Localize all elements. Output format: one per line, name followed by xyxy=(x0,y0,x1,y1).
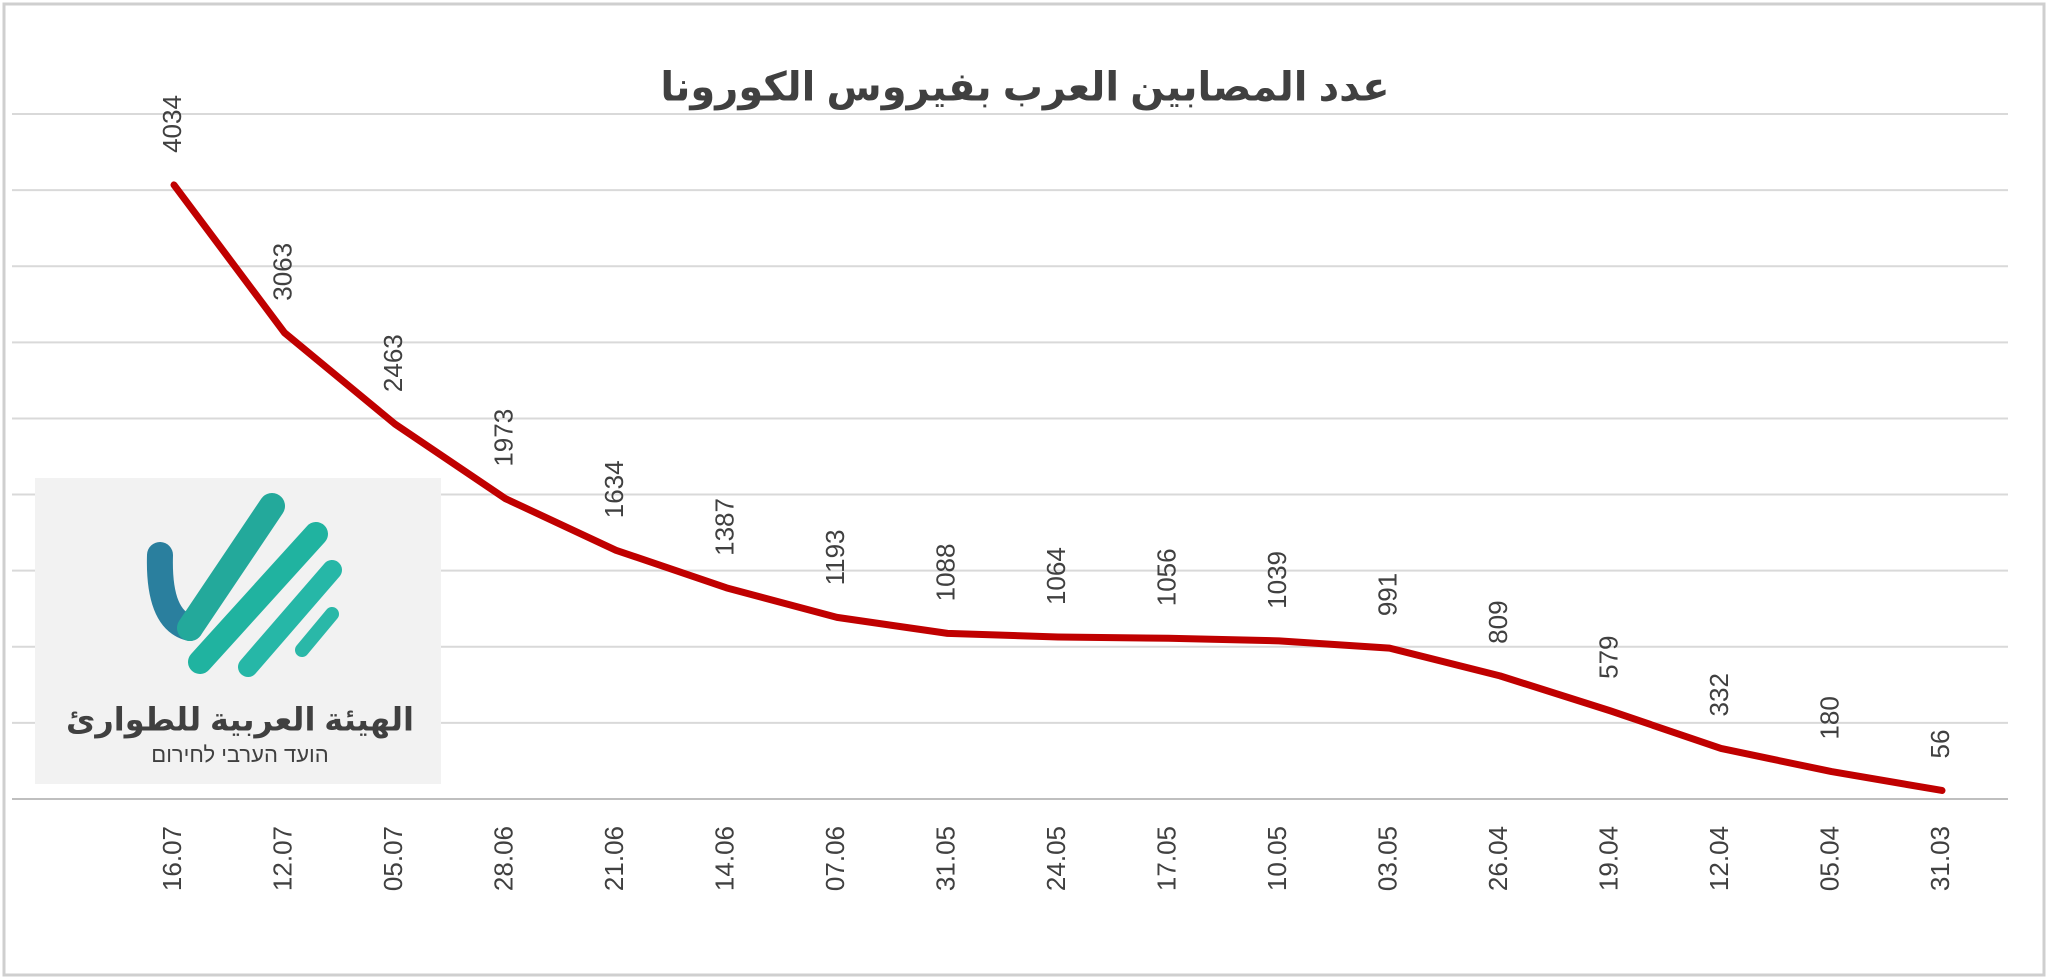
x-tick-label: 31.03 xyxy=(1925,826,1955,891)
data-label: 4034 xyxy=(157,95,187,153)
data-label: 1039 xyxy=(1262,551,1292,609)
logo-title: الهيئة العربية للطوارئ xyxy=(66,701,414,738)
x-tick-label: 26.04 xyxy=(1483,826,1513,891)
logo: الهيئة العربية للطوارئ הועד הערבי לחירום xyxy=(35,478,441,784)
data-label: 2463 xyxy=(378,334,408,392)
data-label: 1056 xyxy=(1151,548,1181,606)
data-label: 1064 xyxy=(1041,547,1071,605)
data-label: 579 xyxy=(1593,635,1623,678)
data-label: 809 xyxy=(1483,600,1513,643)
line xyxy=(170,181,1946,794)
x-tick-label: 05.04 xyxy=(1814,826,1844,891)
x-tick-label: 12.07 xyxy=(267,826,297,891)
logo-subtitle: הועד הערבי לחירום xyxy=(151,742,328,767)
x-tick-label: 10.05 xyxy=(1262,826,1292,891)
x-tick-label: 24.05 xyxy=(1041,826,1071,891)
data-label: 1634 xyxy=(599,460,629,518)
x-tick-label: 21.06 xyxy=(599,826,629,891)
x-tick-label: 03.05 xyxy=(1372,826,1402,891)
data-label: 180 xyxy=(1814,696,1844,739)
plot: 16.07 12.07 05.07 28.06 21.06 14.06 07.06 31.05… xyxy=(157,95,1955,891)
data-label: 3063 xyxy=(267,243,297,301)
data-label: 56 xyxy=(1925,730,1955,759)
data-label: 1387 xyxy=(709,498,739,556)
x-tick-label: 16.07 xyxy=(157,826,187,891)
logo-stroke xyxy=(188,522,328,674)
x-tick-label: 28.06 xyxy=(488,826,518,891)
x-tick-label: 12.04 xyxy=(1704,826,1734,891)
logo-icon xyxy=(146,493,342,677)
chart-title: عدد المصابين العرب بفيروس الكورونا xyxy=(660,66,1389,111)
x-tick-label: 07.06 xyxy=(820,826,850,891)
logo-stroke xyxy=(238,560,342,677)
x-tick-label: 31.05 xyxy=(930,826,960,891)
data-label: 991 xyxy=(1372,573,1402,616)
x-tick-label: 05.07 xyxy=(378,826,408,891)
x-tick-label: 17.05 xyxy=(1151,826,1181,891)
data-label: 332 xyxy=(1704,673,1734,716)
logo-stroke xyxy=(177,493,285,641)
data-label: 1973 xyxy=(488,409,518,467)
x-tick-label: 19.04 xyxy=(1593,826,1623,891)
data-label: 1088 xyxy=(930,544,960,602)
x-tick-label: 14.06 xyxy=(709,826,739,891)
data-label: 1193 xyxy=(820,529,850,585)
logo-stroke xyxy=(295,607,339,657)
